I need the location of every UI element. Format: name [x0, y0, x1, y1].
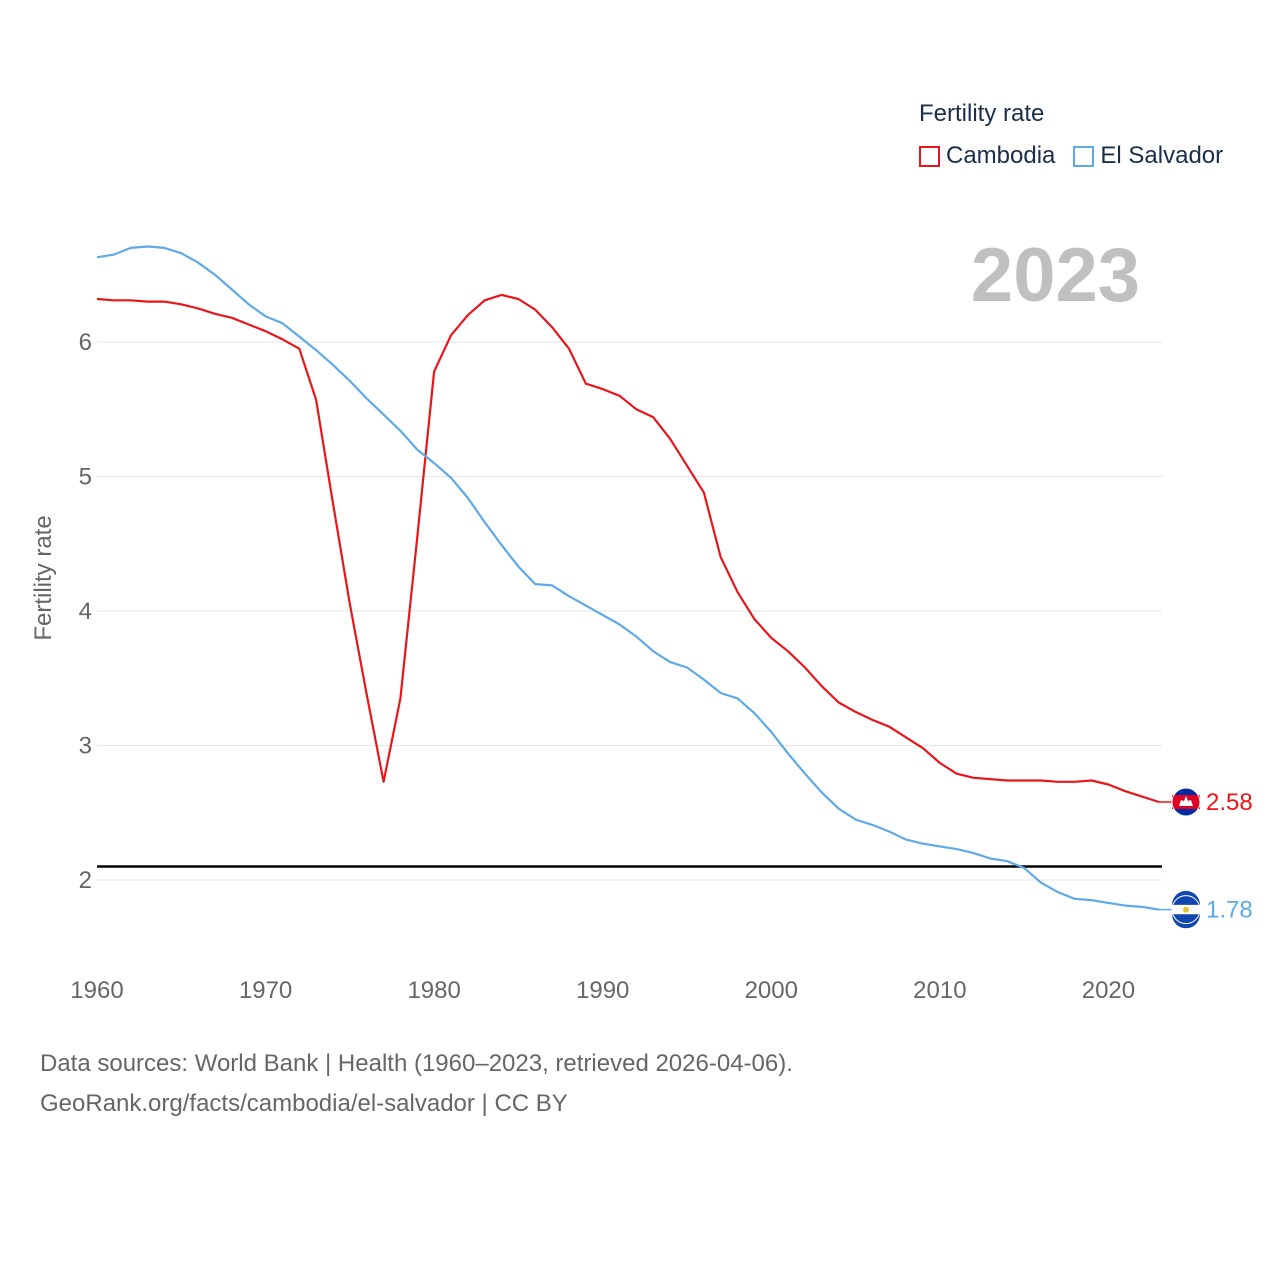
flag-emblem-el-salvador: [1183, 906, 1189, 913]
legend-title: Fertility rate: [919, 100, 1045, 127]
x-tick-label: 2010: [913, 977, 966, 1004]
flag-ring-cambodia: [1171, 787, 1201, 817]
flag-ring-el-salvador: [1171, 895, 1201, 925]
y-tick-label: 2: [79, 867, 92, 894]
legend-item-cambodia[interactable]: Cambodia: [919, 142, 1055, 170]
y-tick-label: 5: [79, 464, 92, 491]
x-tick-label: 2000: [745, 977, 798, 1004]
end-value-label-el-salvador: 1.78: [1206, 897, 1253, 924]
x-tick-label: 1990: [576, 977, 629, 1004]
series-line-cambodia: [96, 293, 1160, 804]
legend-item-el-salvador[interactable]: El Salvador: [1073, 142, 1223, 170]
legend: Cambodia El Salvador: [919, 142, 1241, 170]
legend-label-el-salvador: El Salvador: [1100, 142, 1224, 169]
x-tick-label: 1980: [407, 977, 460, 1004]
flag-bottom-el-salvador: [1172, 914, 1200, 929]
y-tick-label: 4: [79, 598, 92, 625]
footer-sources: Data sources: World Bank | Health (1960–…: [40, 1050, 793, 1077]
footer: Data sources: World Bank | Health (1960–…: [40, 1044, 793, 1124]
y-tick-label: 3: [79, 733, 92, 760]
year-label: 2023: [970, 233, 1140, 318]
end-value-label-cambodia: 2.58: [1206, 789, 1253, 816]
line-chart: 2 3 4 5 6 1960 1970 1980 1990 2000 2010 2020 Fertili…: [30, 245, 1253, 1004]
x-tick-label: 1960: [70, 977, 123, 1004]
x-tick-label: 2020: [1082, 977, 1135, 1004]
flag-temple-cambodia: [1179, 795, 1193, 806]
footer-credit-link[interactable]: GeoRank.org/facts/cambodia/el-salvador |…: [40, 1090, 568, 1117]
legend-swatch-cambodia: [919, 145, 940, 167]
flag-top-el-salvador: [1172, 890, 1200, 905]
series-line-el-salvador: [96, 245, 1160, 911]
y-axis-label: Fertility rate: [30, 515, 57, 640]
x-tick-label: 1970: [239, 977, 292, 1004]
y-tick-label: 6: [79, 329, 92, 356]
legend-swatch-el-salvador: [1073, 145, 1095, 167]
legend-label-cambodia: Cambodia: [946, 142, 1056, 169]
